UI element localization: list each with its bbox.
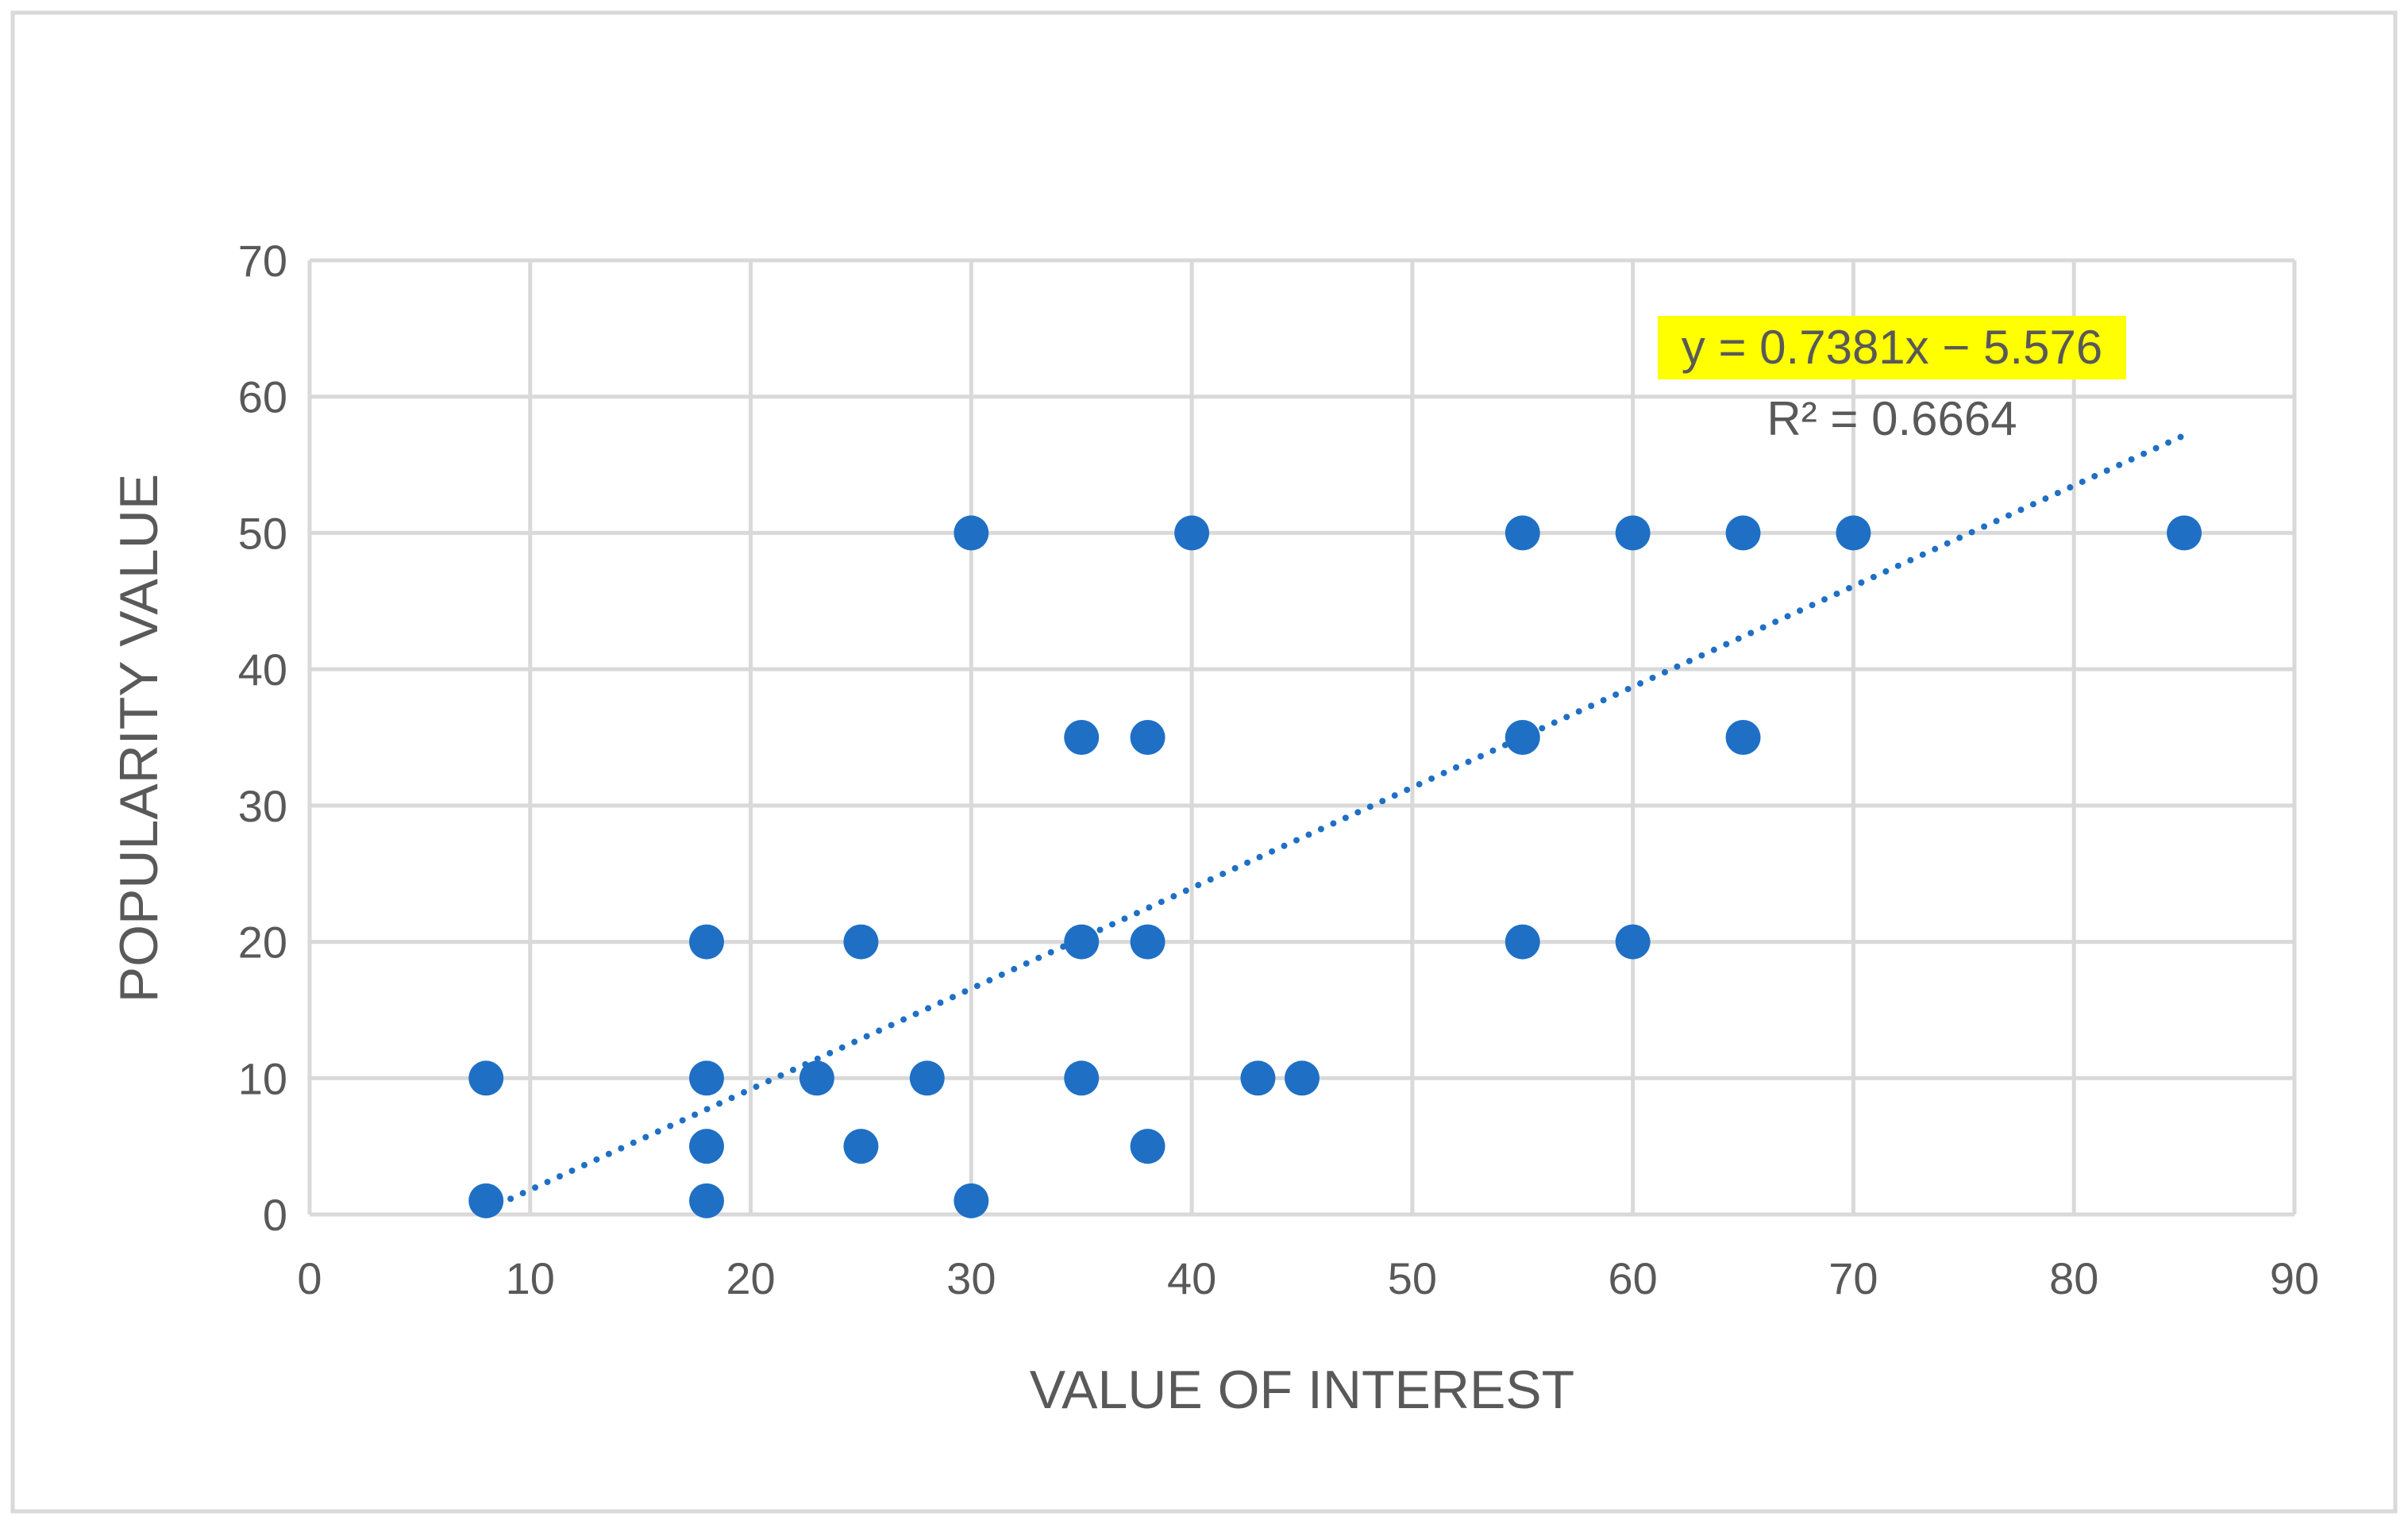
- x-tick-label: 20: [726, 1253, 775, 1303]
- x-axis-title: VALUE OF INTEREST: [1030, 1360, 1574, 1420]
- y-axis-title: POPULARITY VALUE: [109, 474, 169, 1003]
- trendline-layer: [483, 432, 2188, 1214]
- data-point: [1615, 515, 1651, 551]
- data-point: [1240, 1060, 1276, 1096]
- data-point: [689, 1060, 724, 1096]
- y-tick-label: 60: [238, 372, 287, 422]
- data-point: [468, 1060, 504, 1096]
- data-point: [1064, 1060, 1100, 1096]
- data-point: [1285, 1060, 1320, 1096]
- data-point: [689, 1183, 724, 1218]
- data-point: [1130, 924, 1165, 960]
- y-tick-label: 50: [238, 508, 287, 558]
- chart-border: [10, 10, 2398, 1514]
- data-points: [468, 515, 2202, 1218]
- x-tick-label: 80: [2049, 1253, 2098, 1303]
- data-point: [799, 1060, 834, 1096]
- data-point: [954, 1183, 989, 1218]
- trendline-equation: y = 0.7381x − 5.576: [1682, 321, 2102, 374]
- x-tick-label: 90: [2270, 1253, 2319, 1303]
- data-point: [1725, 515, 1761, 551]
- r-squared-label: R² = 0.6664: [1767, 392, 2017, 445]
- data-point: [1836, 515, 1871, 551]
- x-tick-label: 0: [297, 1253, 322, 1303]
- data-point: [909, 1060, 945, 1096]
- data-point: [468, 1183, 504, 1218]
- data-point: [1174, 515, 1210, 551]
- data-point: [2167, 515, 2202, 551]
- x-tick-label: 30: [946, 1253, 996, 1303]
- trendline: [483, 432, 2188, 1214]
- data-point: [1505, 924, 1540, 960]
- data-point: [689, 1129, 724, 1164]
- y-tick-label: 30: [238, 781, 287, 831]
- data-point: [843, 1129, 879, 1164]
- x-tick-label: 70: [1828, 1253, 1878, 1303]
- x-tick-label: 50: [1388, 1253, 1437, 1303]
- data-point: [1505, 515, 1540, 551]
- gridlines: [307, 258, 2297, 1217]
- tick-labels: 0 10 20 30 40 50 60 70 80 90 0 10 20 30 40 50 60 70: [238, 236, 2319, 1303]
- equation-highlight: [1658, 316, 2126, 379]
- y-tick-label: 0: [263, 1190, 287, 1240]
- data-point: [1064, 924, 1100, 960]
- data-point: [1725, 720, 1761, 755]
- y-tick-label: 10: [238, 1053, 287, 1103]
- y-tick-label: 40: [238, 645, 287, 695]
- data-point: [689, 924, 724, 960]
- y-tick-label: 20: [238, 918, 287, 968]
- data-point: [1130, 1129, 1165, 1164]
- data-point: [843, 924, 879, 960]
- x-tick-label: 10: [506, 1253, 555, 1303]
- y-tick-label: 70: [238, 236, 287, 286]
- data-point: [954, 515, 989, 551]
- data-point: [1064, 720, 1100, 755]
- data-point: [1130, 720, 1165, 755]
- x-tick-label: 60: [1609, 1253, 1658, 1303]
- data-point: [1615, 924, 1651, 960]
- data-point: [1505, 720, 1540, 755]
- x-tick-label: 40: [1167, 1253, 1216, 1303]
